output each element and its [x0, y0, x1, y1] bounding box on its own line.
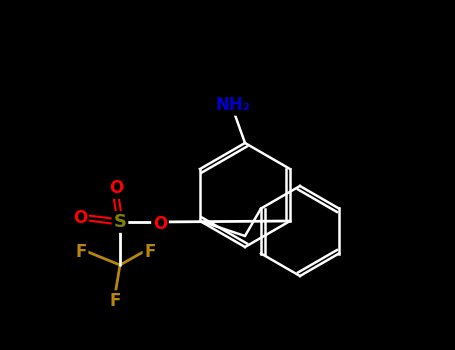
Text: O: O	[109, 179, 123, 197]
Text: F: F	[76, 243, 87, 261]
Text: F: F	[109, 292, 121, 310]
Text: F: F	[144, 243, 156, 261]
Text: NH₂: NH₂	[216, 96, 251, 114]
Text: O: O	[153, 215, 167, 233]
Text: S: S	[113, 213, 126, 231]
Text: O: O	[73, 209, 87, 227]
